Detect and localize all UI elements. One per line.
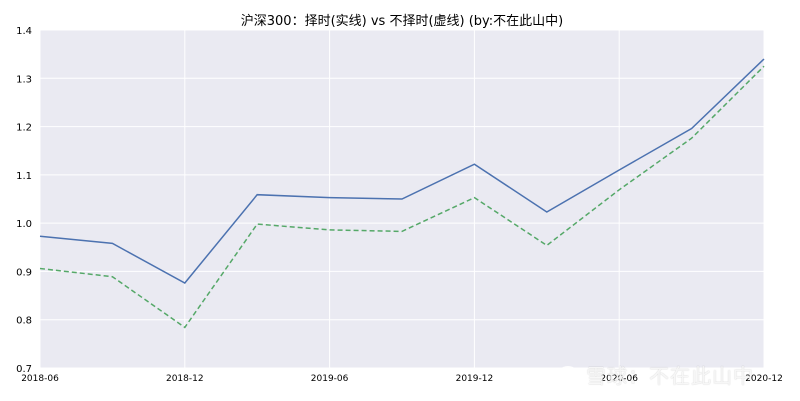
x-tick-label: 2019-06 [311, 374, 349, 384]
y-tick-label: 1.0 [16, 219, 32, 230]
y-tick-label: 1.2 [16, 123, 32, 134]
y-tick-label: 0.9 [16, 267, 32, 278]
watermark-text: 雪球：不在此山中 [586, 364, 754, 388]
snowball-logo-icon [556, 365, 580, 390]
x-tick-label: 2020-06 [600, 374, 638, 384]
y-tick-label: 0.8 [16, 316, 32, 327]
axis-layer: 0.7 0.8 0.9 1.0 1.1 1.2 1.3 1.4 2018-06 2018-12 20… [16, 26, 783, 384]
y-tick-label: 1.4 [16, 26, 32, 37]
y-tick-label: 1.1 [16, 171, 32, 182]
watermark: 雪球：不在此山中 [556, 360, 754, 390]
y-tick-label: 0.7 [16, 364, 32, 375]
y-tick-label: 1.3 [16, 74, 32, 85]
series-line-dashed [39, 65, 765, 329]
x-tick-label: 2019-12 [456, 374, 494, 384]
chart-title: 沪深300：择时(实线) vs 不择时(虚线) (by:不在此山中) [241, 13, 564, 29]
x-tick-label: 2018-06 [21, 374, 59, 384]
grid-layer [39, 29, 765, 369]
x-tick-label: 2020-12 [745, 374, 783, 384]
series-layer [39, 58, 765, 329]
x-tick-label: 2018-12 [166, 374, 204, 384]
